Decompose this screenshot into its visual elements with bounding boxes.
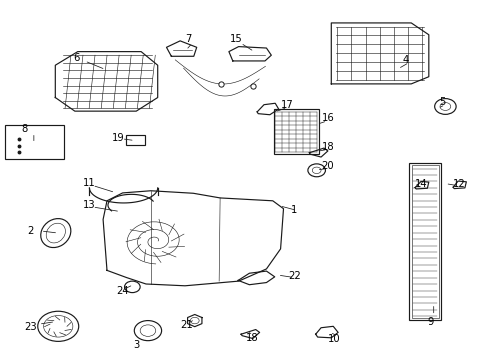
Text: 21: 21 (180, 320, 192, 330)
Text: 2: 2 (27, 226, 34, 236)
Text: 13: 13 (82, 200, 95, 210)
Text: 9: 9 (427, 317, 433, 327)
Text: 24: 24 (117, 286, 129, 296)
Text: 14: 14 (414, 179, 427, 189)
Text: 20: 20 (321, 161, 333, 171)
Text: 10: 10 (328, 333, 340, 343)
Text: 12: 12 (452, 179, 465, 189)
Text: 11: 11 (82, 178, 95, 188)
Text: 5: 5 (439, 97, 445, 107)
Bar (408, 163, 440, 320)
Text: 3: 3 (133, 340, 139, 350)
Text: 1: 1 (290, 206, 297, 216)
Text: 22: 22 (288, 271, 301, 281)
Text: 17: 17 (281, 100, 293, 110)
Text: 18: 18 (321, 142, 333, 152)
Bar (273, 109, 318, 154)
Text: 8: 8 (21, 124, 27, 134)
Bar (4, 125, 64, 159)
Text: 18: 18 (245, 333, 258, 343)
Text: 16: 16 (321, 113, 334, 123)
Text: 15: 15 (229, 35, 242, 44)
Text: 7: 7 (184, 35, 191, 44)
Text: 6: 6 (73, 53, 79, 63)
Bar (411, 165, 438, 318)
Bar (125, 135, 145, 145)
Text: 23: 23 (24, 322, 37, 332)
Text: 4: 4 (402, 55, 408, 65)
Text: 19: 19 (112, 133, 124, 143)
